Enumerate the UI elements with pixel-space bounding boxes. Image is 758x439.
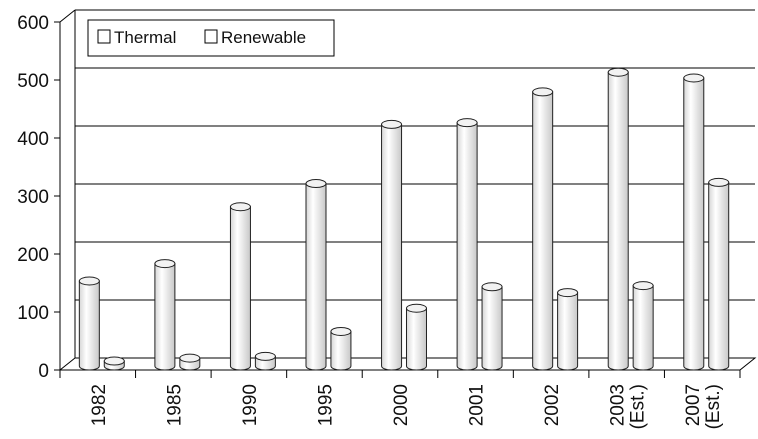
bars: bar-thermal-0: 150bar-renewable-0: 12 bar… — [78, 67, 730, 371]
x-tick-label: 2003(Est.) — [608, 384, 649, 429]
bar-renewable-1: bar-renewable-1: 17 — [179, 353, 201, 371]
bar-body — [381, 123, 403, 371]
bar-cap — [78, 276, 100, 286]
bar-cap — [229, 202, 251, 212]
bar-renewable-3: bar-renewable-3: 63 — [330, 326, 352, 371]
bar-renewable-4: bar-renewable-4: 103 — [405, 303, 427, 371]
bar-body — [481, 286, 503, 371]
bar-thermal-0: bar-thermal-0: 150 — [78, 276, 100, 371]
bar-body — [607, 71, 629, 371]
bar-body — [532, 91, 554, 371]
bar-body — [683, 77, 705, 371]
x-tick-label: 2007(Est.) — [683, 384, 724, 429]
bar-body — [78, 280, 100, 371]
bar-cap — [103, 356, 125, 366]
bar-renewable-0: bar-renewable-0: 12 — [103, 356, 125, 371]
bar-cap — [154, 259, 176, 269]
x-tick-label: 1985 — [164, 384, 185, 426]
legend-label-thermal: Thermal — [114, 28, 176, 47]
legend-label-renewable: Renewable — [221, 28, 306, 47]
bar-cap — [405, 303, 427, 313]
bar-renewable-2: bar-renewable-2: 20 — [254, 351, 276, 371]
bar-body — [456, 122, 478, 371]
bar-cap — [481, 282, 503, 292]
bar-cap — [683, 73, 705, 83]
wall-top-edge — [59, 9, 76, 23]
bar-cap — [708, 177, 730, 187]
bar-thermal-5: bar-thermal-5: 423 — [456, 118, 478, 371]
legend-swatch-thermal — [97, 29, 111, 44]
y-axis-ticks: 0 100 200 300 400 500 600 — [17, 13, 60, 382]
bar-renewable-8: bar-renewable-8: 320 — [708, 177, 730, 371]
bar-cap — [305, 179, 327, 189]
plot-area: bar-thermal-0: 150bar-renewable-0: 12 bar… — [17, 9, 757, 429]
x-tick-label: 2000 — [391, 384, 412, 426]
bar-body — [154, 263, 176, 371]
bar-body — [557, 292, 579, 371]
bar-cap — [456, 118, 478, 128]
x-axis-ticks: 1982 1985 1990 1995 2000 2001 2002 2003(Est.) 20… — [59, 370, 741, 429]
bar-renewable-5: bar-renewable-5: 140 — [481, 282, 503, 371]
bar-cap — [632, 281, 654, 291]
bar-body — [708, 181, 730, 371]
bar-body — [632, 285, 654, 371]
y-tick-label: 0 — [38, 361, 49, 382]
bar-thermal-4: bar-thermal-4: 420 — [381, 119, 403, 371]
bar-thermal-6: bar-thermal-6: 476 — [532, 87, 554, 371]
x-tick-label: 1990 — [240, 384, 261, 426]
bar-body — [330, 330, 352, 371]
y-tick-label: 500 — [17, 71, 49, 92]
y-tick-label: 100 — [17, 303, 49, 324]
bar-thermal-7: bar-thermal-7: 510 — [607, 67, 629, 371]
bar-body — [405, 307, 427, 371]
bar-thermal-2: bar-thermal-2: 278 — [229, 202, 251, 371]
bar-thermal-8: bar-thermal-8: 500 — [683, 73, 705, 371]
y-tick-label: 600 — [17, 13, 49, 34]
bar-thermal-3: bar-thermal-3: 318 — [305, 179, 327, 371]
bar-renewable-6: bar-renewable-6: 130 — [557, 288, 579, 371]
x-tick-label: 2001 — [467, 384, 488, 426]
bar-cap — [330, 326, 352, 336]
bar-cap — [607, 67, 629, 77]
bar-cap — [557, 288, 579, 298]
x-tick-label: 2002 — [542, 384, 563, 426]
y-tick-label: 400 — [17, 129, 49, 150]
legend: Thermal Renewable — [87, 19, 335, 57]
legend-swatch-renewable — [204, 29, 218, 44]
bar-body — [229, 206, 251, 371]
y-tick-label: 200 — [17, 245, 49, 266]
x-tick-label: 1995 — [315, 384, 336, 426]
bar-thermal-1: bar-thermal-1: 180 — [154, 259, 176, 371]
bar-cap — [254, 351, 276, 361]
x-tick-label: 1982 — [89, 384, 110, 426]
bar-cap — [179, 353, 201, 363]
bar-renewable-7: bar-renewable-7: 142 — [632, 281, 654, 371]
y-tick-label: 300 — [17, 187, 49, 208]
bar-cap — [381, 119, 403, 129]
bar-body — [305, 183, 327, 371]
bar-cap — [532, 87, 554, 97]
